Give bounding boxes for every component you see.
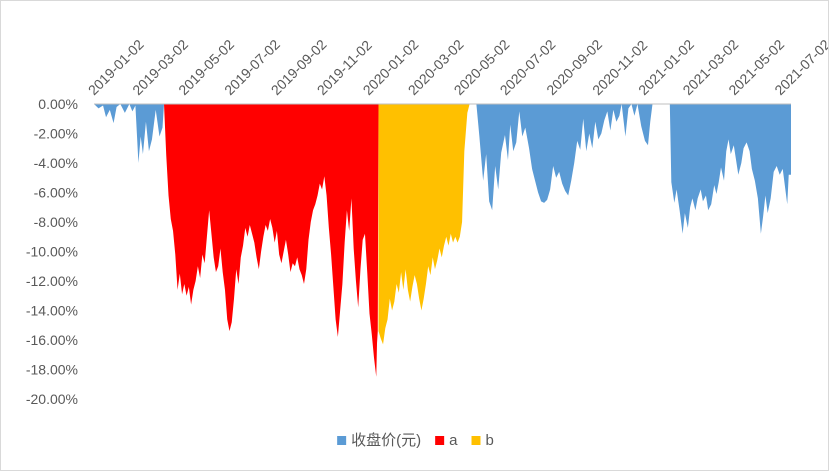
y-tick-label: -20.00% <box>26 391 78 407</box>
legend-label: b <box>486 432 494 449</box>
x-tick-labels: 2019-01-022019-03-022019-05-022019-07-02… <box>85 36 828 98</box>
y-tick-label: -10.00% <box>26 244 78 260</box>
legend-item[interactable]: b <box>471 432 494 449</box>
legend-item[interactable]: 收盘价(元) <box>337 431 421 449</box>
area-series-1 <box>94 104 791 234</box>
legend-label: 收盘价(元) <box>351 431 421 449</box>
legend-label: a <box>449 432 458 449</box>
legend-swatch <box>471 436 481 445</box>
y-tick-label: -12.00% <box>26 273 78 289</box>
area-series-2 <box>164 104 379 377</box>
legend-swatch <box>435 436 445 445</box>
area-series-3 <box>378 104 470 345</box>
area-series-layer <box>94 104 791 377</box>
y-tick-label: -14.00% <box>26 303 78 319</box>
y-tick-label: -18.00% <box>26 362 78 378</box>
y-tick-label: -4.00% <box>34 155 78 171</box>
y-tick-label: 0.00% <box>38 96 78 112</box>
y-tick-label: -6.00% <box>34 185 78 201</box>
legend[interactable]: 收盘价(元) a b <box>337 431 494 449</box>
legend-swatch <box>337 436 347 445</box>
legend-item[interactable]: a <box>435 432 458 449</box>
y-tick-label: -8.00% <box>34 214 78 230</box>
y-tick-label: -16.00% <box>26 332 78 348</box>
y-tick-label: -2.00% <box>34 126 78 142</box>
y-tick-labels: 0.00% -2.00% -4.00% -6.00% -8.00% -10.00% -12.… <box>26 96 78 407</box>
